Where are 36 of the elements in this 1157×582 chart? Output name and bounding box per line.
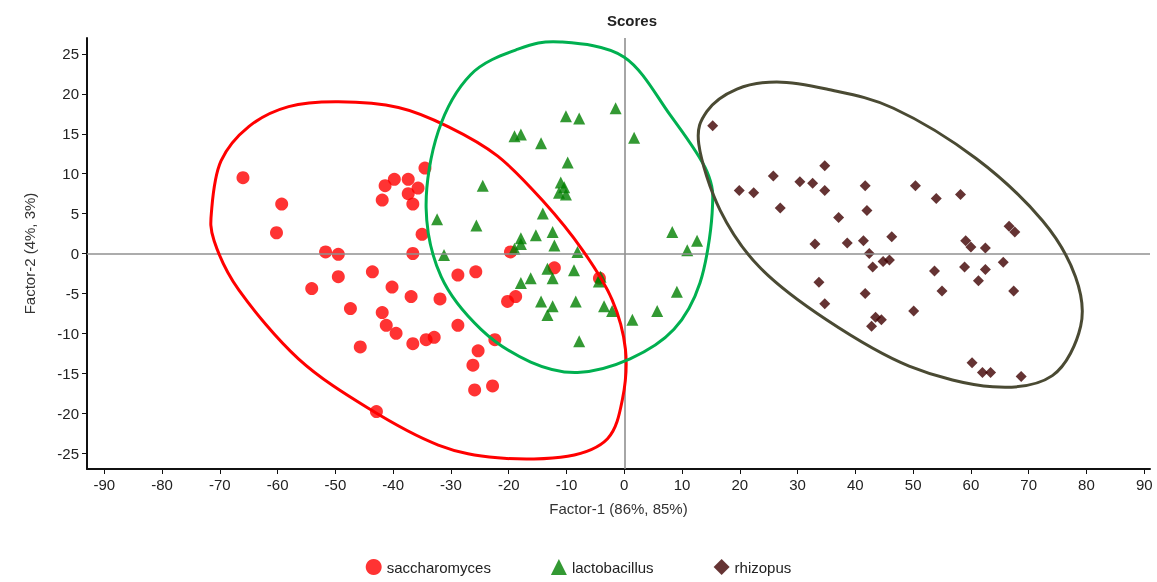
legend-label: rhizopus	[734, 558, 792, 576]
legend-label: saccharomyces	[386, 558, 491, 576]
y-tick-label: 5	[70, 205, 79, 223]
x-tick-label: 50	[904, 476, 922, 493]
x-tick-label: 10	[673, 476, 691, 493]
y-tick-label: 15	[62, 125, 79, 143]
x-tick-label: 70	[1020, 476, 1038, 493]
y-tick-label: 10	[62, 165, 79, 183]
x-tick-label: -80	[151, 476, 173, 493]
x-tick-label: 80	[1078, 476, 1095, 493]
x-tick-label: 0	[620, 476, 629, 493]
x-tick-label: -10	[555, 476, 578, 493]
legend-label: lactobacillus	[571, 558, 654, 576]
x-tick-label: -50	[324, 476, 347, 493]
chart-title: Scores	[606, 12, 658, 29]
y-tick-label: 20	[62, 85, 79, 103]
y-tick-label: -20	[57, 404, 79, 422]
x-tick-label: -40	[382, 476, 405, 493]
y-tick-label: 25	[62, 45, 79, 63]
y-tick-label: -5	[65, 284, 79, 302]
y-tick-label: -15	[57, 364, 79, 382]
x-tick-label: 20	[731, 476, 749, 493]
y-tick-label: -10	[57, 324, 79, 342]
x-tick-label: 30	[789, 476, 806, 493]
y-tick-label: -25	[57, 444, 79, 462]
y-tick-label: 0	[70, 245, 79, 262]
x-axis-title: Factor-1 (86%, 85%)	[549, 500, 688, 517]
x-tick-label: -60	[266, 476, 289, 493]
x-tick-label: -70	[209, 476, 231, 493]
x-tick-label: -20	[497, 476, 520, 493]
x-tick-label: 90	[1135, 476, 1153, 493]
y-axis-title: Factor-2 (4%, 3%)	[21, 192, 38, 315]
x-tick-label: 40	[847, 476, 864, 493]
x-tick-label: -30	[440, 476, 462, 493]
x-tick-label: 60	[962, 476, 980, 493]
x-tick-label: -90	[93, 476, 116, 493]
